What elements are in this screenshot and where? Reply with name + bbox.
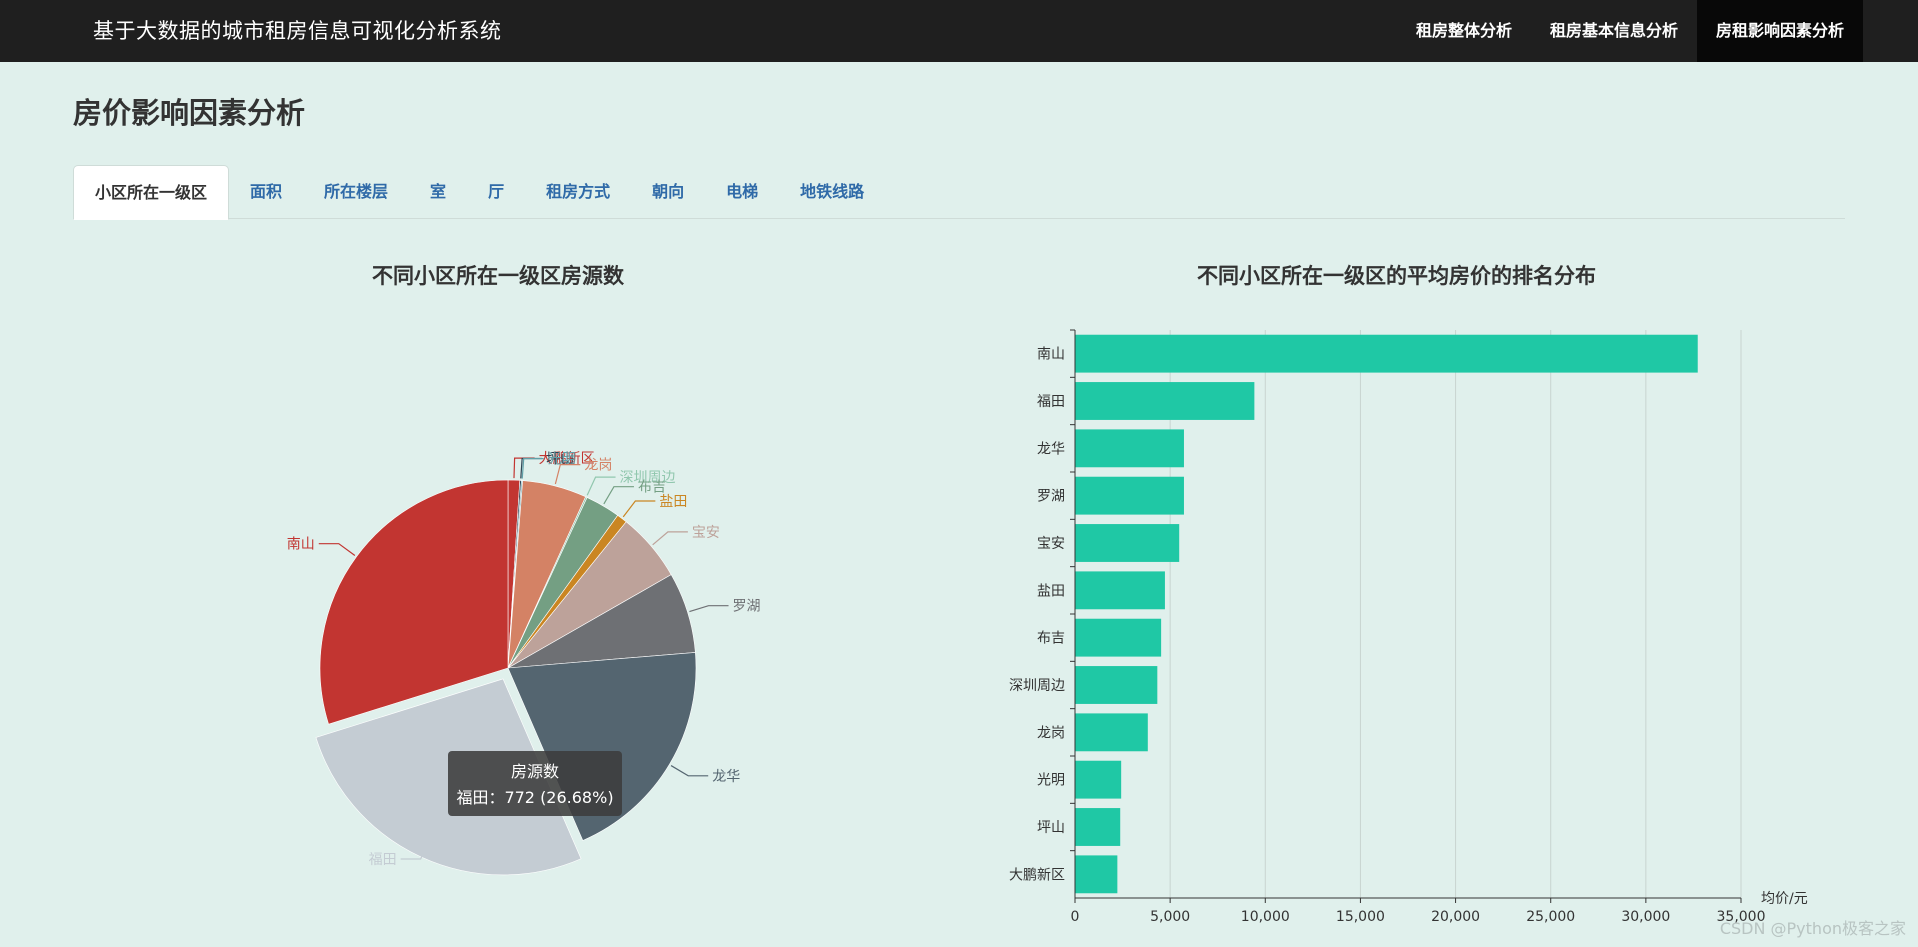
bar[interactable] (1075, 334, 1698, 373)
x-tick-label: 10,000 (1241, 909, 1290, 925)
bar[interactable] (1075, 382, 1255, 420)
pie-label-line (689, 605, 729, 613)
nav-links: 租房整体分析 租房基本信息分析 房租影响因素分析 (1397, 0, 1863, 62)
bar-chart[interactable]: 0 5,000 10,000 15,000 20,000 25,000 30,000 35,0… (960, 0, 1918, 947)
pie-label: 布吉 (638, 480, 666, 496)
tab-halls[interactable]: 厅 (488, 182, 505, 201)
bar-chart-title: 不同小区所在一级区的平均房价的排名分布 (1197, 264, 1596, 288)
pie-label-line (670, 765, 709, 777)
tooltip-series: 房源数 (510, 762, 559, 781)
bar[interactable] (1075, 524, 1180, 562)
nav-item-overall[interactable]: 租房整体分析 (1415, 21, 1512, 40)
pie-label-line (603, 486, 634, 505)
y-tick-label: 龙岗 (1037, 725, 1065, 741)
bar[interactable] (1075, 808, 1121, 846)
x-axis-label: 均价/元 (1761, 891, 1808, 907)
bar[interactable] (1075, 666, 1158, 704)
y-tick-label: 坪山 (1037, 820, 1065, 836)
y-tick-label: 福田 (1037, 394, 1065, 410)
x-tick-label: 35,000 (1717, 909, 1766, 925)
tab-area[interactable]: 面积 (250, 182, 283, 201)
pie-label-line (554, 464, 581, 485)
pie-label: 深圳周边 (620, 470, 676, 486)
pie-label-line (513, 457, 535, 479)
pie-chart-title: 不同小区所在一级区房源数 (372, 264, 624, 288)
x-tick-label: 15,000 (1336, 909, 1385, 925)
bar[interactable] (1075, 618, 1162, 657)
pie-label: 宝安 (692, 525, 720, 541)
pie-label: 龙华 (712, 769, 740, 785)
y-tick-label: 布吉 (1037, 631, 1065, 647)
pie-label: 福田 (369, 852, 397, 868)
pie-label-line (586, 476, 616, 496)
bar[interactable] (1075, 855, 1118, 894)
y-tick-label: 深圳周边 (1009, 678, 1065, 694)
pie-tooltip: 房源数 福田：772 (26.68%) (448, 751, 622, 816)
pie-label-line (318, 543, 356, 556)
top-navbar: 基于大数据的城市租房信息可视化分析系统 租房整体分析 租房基本信息分析 房租影响… (0, 0, 1918, 62)
pie-label-line (400, 840, 430, 860)
pie-label: 南山 (287, 537, 315, 553)
nav-item-basic-info[interactable]: 租房基本信息分析 (1549, 21, 1678, 40)
watermark: CSDN @Python极客之家 (1719, 919, 1906, 938)
y-tick-label: 罗湖 (1037, 489, 1065, 505)
tooltip-value: 福田：772 (26.68%) (456, 788, 614, 807)
x-tick-label: 0 (1071, 909, 1080, 925)
y-tick-label: 龙华 (1037, 441, 1065, 457)
x-tick-label: 25,000 (1526, 909, 1575, 925)
y-tick-label: 光明 (1037, 773, 1065, 789)
tab-rent-type[interactable]: 租房方式 (546, 182, 611, 201)
pie-slice[interactable] (507, 652, 697, 841)
pie-label: 龙岗 (584, 458, 612, 474)
pie-label-line (652, 531, 688, 546)
tab-orientation[interactable]: 朝向 (652, 182, 685, 201)
y-tick-label: 宝安 (1037, 536, 1065, 552)
bar[interactable] (1075, 571, 1165, 610)
pie-label-line (622, 500, 656, 518)
bar[interactable] (1075, 476, 1184, 515)
tab-elevator[interactable]: 电梯 (726, 182, 759, 201)
pie-label: 盐田 (659, 494, 687, 510)
tab-subway[interactable]: 地铁线路 (800, 182, 865, 201)
bar[interactable] (1075, 429, 1184, 468)
tab-rooms[interactable]: 室 (430, 182, 447, 201)
pie-label: 大鹏新区 (539, 451, 595, 467)
pie-slice[interactable] (319, 479, 509, 725)
y-tick-label: 大鹏新区 (1009, 867, 1065, 883)
y-tick-label: 南山 (1037, 347, 1065, 363)
pie-label-line (521, 457, 544, 479)
x-tick-label: 20,000 (1431, 909, 1480, 925)
x-tick-label: 30,000 (1621, 909, 1670, 925)
bar[interactable] (1075, 713, 1148, 752)
nav-item-factors[interactable]: 房租影响因素分析 (1696, 0, 1863, 62)
pie-label: 坪山 (546, 451, 574, 467)
pie-label: 罗湖 (733, 599, 761, 615)
app-title[interactable]: 基于大数据的城市租房信息可视化分析系统 (93, 19, 502, 43)
pie-label: 光明 (548, 452, 576, 468)
tab-bar: 小区所在一级区 面积 所在楼层 室 厅 租房方式 朝向 电梯 地铁线路 (73, 165, 1845, 220)
tab-floor[interactable]: 所在楼层 (324, 182, 389, 201)
bar[interactable] (1075, 760, 1122, 799)
tab-district[interactable]: 小区所在一级区 (73, 165, 230, 220)
y-tick-label: 盐田 (1037, 583, 1065, 599)
x-tick-label: 5,000 (1150, 909, 1190, 925)
page-title: 房价影响因素分析 (73, 96, 306, 130)
